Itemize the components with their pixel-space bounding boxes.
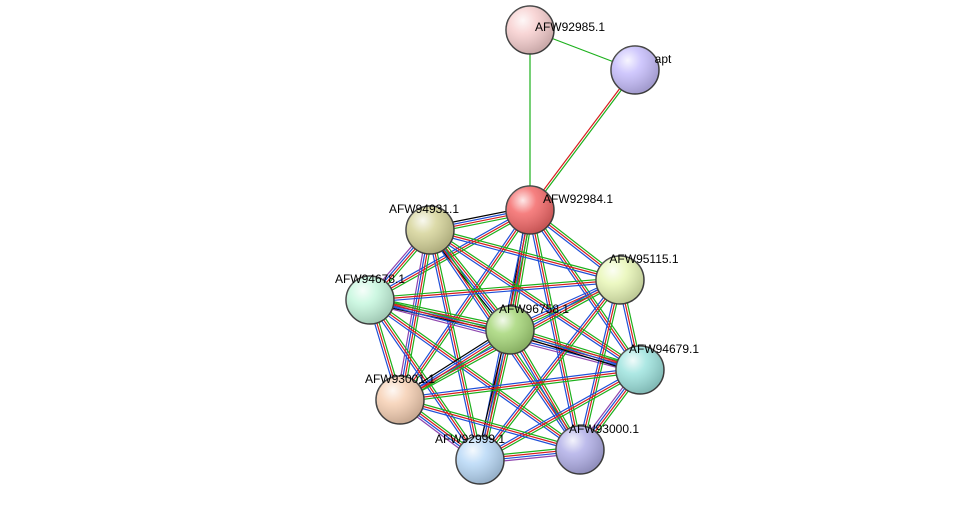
- network-diagram: AFW92985.1aptAFW92984.1AFW94931.1AFW9467…: [0, 0, 975, 506]
- network-node[interactable]: [506, 186, 554, 234]
- network-node[interactable]: [506, 6, 554, 54]
- network-node[interactable]: [556, 426, 604, 474]
- network-node[interactable]: [596, 256, 644, 304]
- network-node[interactable]: [456, 436, 504, 484]
- network-node[interactable]: [376, 376, 424, 424]
- nodes-layer: [346, 6, 664, 484]
- network-node[interactable]: [406, 206, 454, 254]
- network-node[interactable]: [486, 306, 534, 354]
- network-node[interactable]: [616, 346, 664, 394]
- network-edge: [529, 69, 634, 209]
- network-edge: [400, 370, 640, 400]
- network-node[interactable]: [346, 276, 394, 324]
- network-edge: [531, 71, 636, 211]
- network-node[interactable]: [611, 46, 659, 94]
- network-edge: [429, 232, 639, 372]
